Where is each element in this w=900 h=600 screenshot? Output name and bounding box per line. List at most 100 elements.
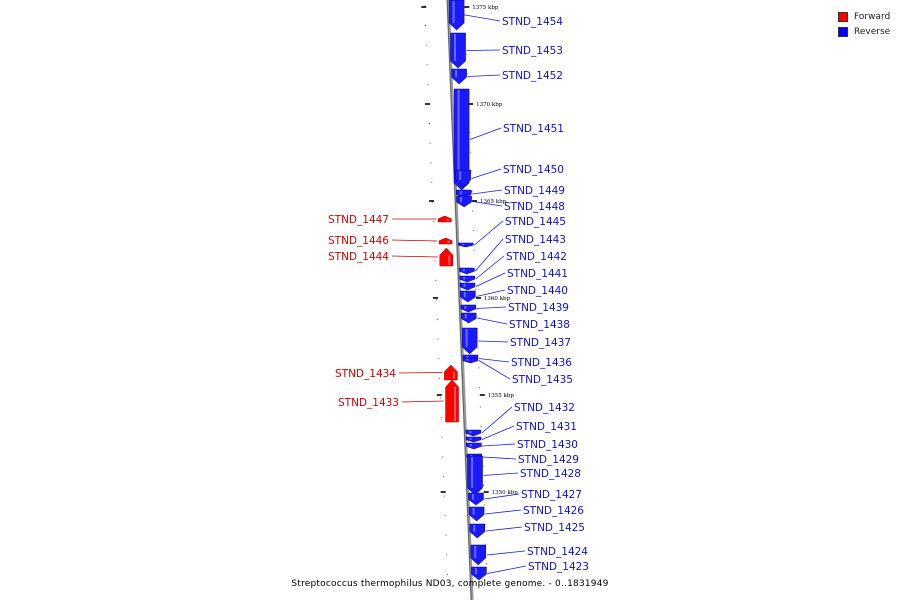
gene-stnd-1445[interactable]: STND_1445 bbox=[458, 216, 566, 248]
gene-label[interactable]: STND_1437 bbox=[510, 337, 571, 349]
gene-label[interactable]: STND_1433 bbox=[338, 397, 399, 409]
gene-label[interactable]: STND_1426 bbox=[523, 505, 584, 517]
gene-stnd-1437[interactable]: STND_1437 bbox=[461, 327, 571, 355]
gene-arrow[interactable] bbox=[468, 506, 485, 522]
gene-arrow[interactable] bbox=[459, 282, 476, 291]
gene-stnd-1428[interactable]: STND_1428 bbox=[467, 455, 581, 496]
gene-stnd-1441[interactable]: STND_1441 bbox=[459, 268, 568, 291]
gene-stnd-1450[interactable]: STND_1450 bbox=[455, 164, 564, 188]
gene-arrow[interactable] bbox=[453, 88, 470, 191]
gene-arrow[interactable] bbox=[458, 242, 474, 248]
gene-arrow[interactable] bbox=[469, 523, 485, 539]
gene-label[interactable]: STND_1447 bbox=[328, 214, 389, 226]
gene-arrow[interactable] bbox=[438, 215, 452, 223]
gene-stnd-1425[interactable]: STND_1425 bbox=[469, 522, 585, 539]
label-leader bbox=[485, 509, 522, 515]
gene-label[interactable]: STND_1427 bbox=[521, 489, 582, 501]
gene-stnd-1434[interactable]: STND_1434 bbox=[335, 364, 458, 381]
gene-stnd-1451[interactable]: STND_1451 bbox=[453, 88, 564, 191]
gene-stnd-1436[interactable]: STND_1436 bbox=[462, 354, 572, 369]
gene-stnd-1431[interactable]: STND_1431 bbox=[465, 421, 577, 443]
gene-label[interactable]: STND_1438 bbox=[509, 319, 570, 331]
gene-arrow[interactable] bbox=[456, 195, 472, 208]
label-leader bbox=[472, 201, 503, 207]
gene-stnd-1443[interactable]: STND_1443 bbox=[459, 234, 566, 275]
gene-arrow[interactable] bbox=[465, 429, 482, 437]
gene-arrow[interactable] bbox=[439, 247, 454, 267]
gene-arrow[interactable] bbox=[459, 275, 475, 283]
gene-label[interactable]: STND_1446 bbox=[328, 235, 389, 247]
gene-label[interactable]: STND_1429 bbox=[518, 454, 579, 466]
gene-label[interactable]: STND_1451 bbox=[503, 123, 564, 135]
gene-arrow[interactable] bbox=[459, 267, 475, 275]
gene-stnd-1448[interactable]: STND_1448 bbox=[456, 195, 565, 213]
gene-label[interactable]: STND_1423 bbox=[528, 561, 589, 573]
gene-arrow[interactable] bbox=[461, 327, 478, 355]
gene-label[interactable]: STND_1439 bbox=[508, 302, 569, 314]
gene-stnd-1435[interactable]: STND_1435 bbox=[462, 357, 573, 386]
gene-arrow[interactable] bbox=[466, 442, 482, 450]
gene-label[interactable]: STND_1440 bbox=[507, 285, 568, 297]
gene-label[interactable]: STND_1434 bbox=[335, 368, 396, 380]
gene-stnd-1427[interactable]: STND_1427 bbox=[468, 489, 582, 506]
gene-arrow[interactable] bbox=[451, 68, 467, 85]
gene-label[interactable]: STND_1424 bbox=[527, 546, 588, 558]
gene-stnd-1452[interactable]: STND_1452 bbox=[451, 68, 563, 85]
gene-stnd-1429[interactable]: STND_1429 bbox=[466, 453, 579, 466]
legend-forward[interactable]: Forward bbox=[838, 9, 890, 24]
gene-label[interactable]: STND_1435 bbox=[512, 374, 573, 386]
gene-stnd-1433[interactable]: STND_1433 bbox=[338, 379, 459, 423]
gene-label[interactable]: STND_1444 bbox=[328, 251, 389, 263]
gene-stnd-1444[interactable]: STND_1444 bbox=[328, 247, 454, 267]
gene-label[interactable]: STND_1443 bbox=[505, 234, 566, 246]
gene-label[interactable]: STND_1453 bbox=[502, 45, 563, 57]
gene-label[interactable]: STND_1428 bbox=[520, 468, 581, 480]
gene-arrow[interactable] bbox=[448, 0, 465, 31]
gene-arrow[interactable] bbox=[444, 364, 458, 381]
gene-stnd-1424[interactable]: STND_1424 bbox=[470, 544, 589, 566]
legend-reverse[interactable]: Reverse bbox=[838, 24, 890, 39]
gene-stnd-1430[interactable]: STND_1430 bbox=[466, 439, 578, 451]
gene-stnd-1453[interactable]: STND_1453 bbox=[450, 32, 563, 69]
gene-label[interactable]: STND_1445 bbox=[505, 216, 566, 228]
gene-label[interactable]: STND_1430 bbox=[517, 439, 578, 451]
gene-label[interactable]: STND_1436 bbox=[511, 357, 572, 369]
gene-arrow[interactable] bbox=[455, 169, 471, 188]
gene-arrow[interactable] bbox=[438, 237, 453, 245]
gene-label[interactable]: STND_1449 bbox=[504, 185, 565, 197]
gene-label[interactable]: STND_1425 bbox=[524, 522, 585, 534]
gene-stnd-1438[interactable]: STND_1438 bbox=[460, 312, 570, 331]
gene-arrow[interactable] bbox=[462, 357, 479, 364]
gene-stnd-1442[interactable]: STND_1442 bbox=[459, 251, 567, 283]
gene-arrow[interactable] bbox=[460, 304, 477, 313]
gene-label[interactable]: STND_1454 bbox=[502, 16, 563, 28]
gene-label[interactable]: STND_1432 bbox=[514, 402, 575, 414]
gene-stnd-1423[interactable]: STND_1423 bbox=[471, 561, 589, 581]
gene-arrow[interactable] bbox=[468, 492, 484, 506]
gene-label[interactable]: STND_1431 bbox=[516, 421, 577, 433]
gene-stnd-1432[interactable]: STND_1432 bbox=[465, 402, 575, 437]
gene-arrow[interactable] bbox=[467, 455, 483, 496]
label-leader bbox=[471, 168, 502, 179]
gene-label[interactable]: STND_1450 bbox=[503, 164, 564, 176]
gene-arrow[interactable] bbox=[460, 312, 477, 324]
gene-arrow[interactable] bbox=[460, 290, 476, 303]
gene-stnd-1446[interactable]: STND_1446 bbox=[328, 235, 453, 247]
gene-stnd-1440[interactable]: STND_1440 bbox=[460, 285, 568, 303]
gene-stnd-1447[interactable]: STND_1447 bbox=[328, 214, 452, 226]
gene-arrow[interactable] bbox=[470, 544, 486, 566]
gene-label[interactable]: STND_1448 bbox=[504, 201, 565, 213]
gene-stnd-1449[interactable]: STND_1449 bbox=[456, 185, 565, 199]
gene-stnd-1454[interactable]: STND_1454 bbox=[448, 0, 563, 31]
gene-label[interactable]: STND_1442 bbox=[506, 251, 567, 263]
gene-label[interactable]: STND_1441 bbox=[507, 268, 568, 280]
gene-arrow[interactable] bbox=[465, 436, 482, 443]
gene-stnd-1426[interactable]: STND_1426 bbox=[468, 505, 584, 522]
gene-arrow[interactable] bbox=[445, 379, 459, 423]
gene-stnd-1439[interactable]: STND_1439 bbox=[460, 302, 569, 314]
label-leader bbox=[477, 317, 508, 325]
gene-arrow[interactable] bbox=[471, 566, 487, 581]
gene-label[interactable]: STND_1452 bbox=[502, 70, 563, 82]
gene-arrow[interactable] bbox=[450, 32, 466, 69]
label-leader bbox=[472, 189, 503, 195]
